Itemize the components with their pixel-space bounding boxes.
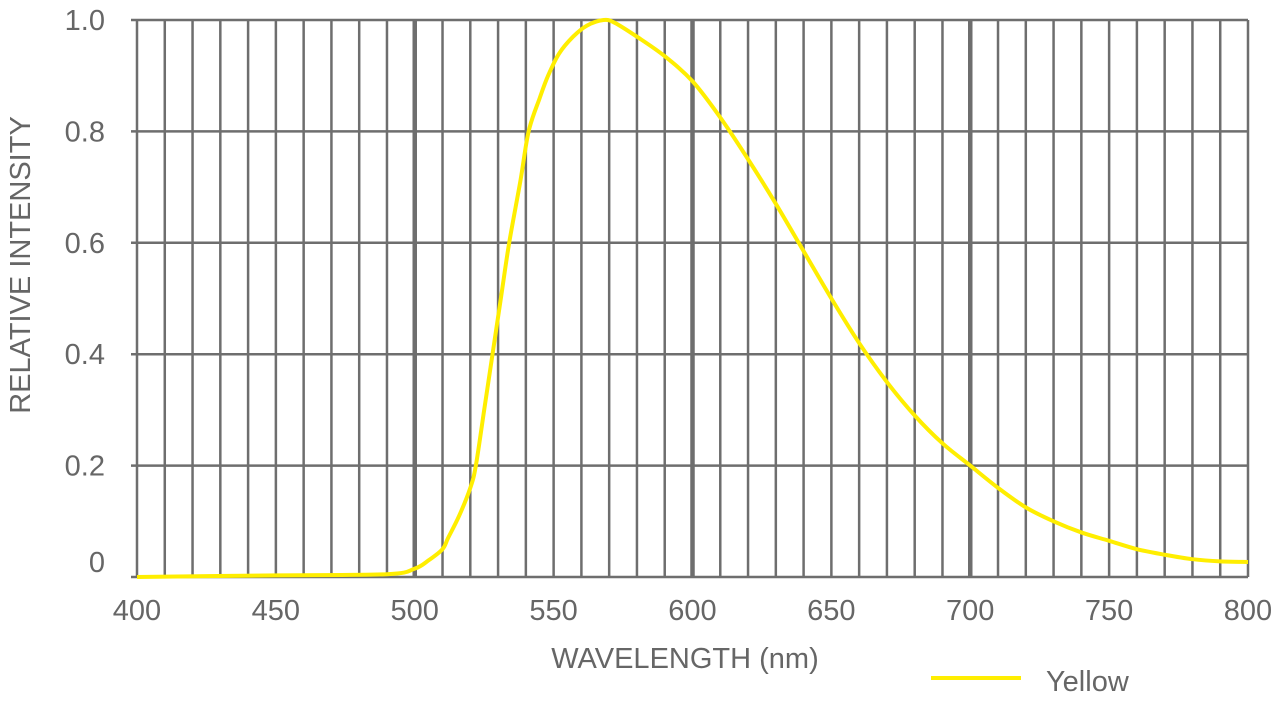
x-tick-label: 600: [668, 595, 716, 627]
legend-label-yellow: Yellow: [1046, 666, 1130, 698]
x-axis-label: WAVELENGTH (nm): [551, 643, 818, 675]
y-ticks: 0 0.2 0.4 0.6 0.8 1.0: [65, 5, 105, 579]
x-tick-label: 450: [252, 595, 300, 627]
x-tick-label: 800: [1224, 595, 1272, 627]
x-tick-label: 500: [391, 595, 439, 627]
x-tick-label: 700: [946, 595, 994, 627]
x-tick-label: 400: [113, 595, 161, 627]
y-tick-label: 0.4: [65, 339, 105, 371]
series-line-yellow: [136, 17, 1249, 579]
y-tick-label: 0.6: [65, 228, 105, 260]
x-tick-label: 550: [529, 595, 577, 627]
grid: [131, 18, 1250, 579]
y-tick-label: 1.0: [65, 5, 105, 37]
x-tick-label: 650: [807, 595, 855, 627]
y-tick-label: 0: [89, 547, 105, 579]
x-ticks: 400 450 500 550 600 650 700 750 800: [113, 595, 1272, 627]
y-tick-label: 0.8: [65, 116, 105, 148]
y-tick-label: 0.2: [65, 451, 105, 483]
x-tick-label: 750: [1085, 595, 1133, 627]
y-axis-label: RELATIVE INTENSITY: [5, 116, 37, 414]
legend: Yellow: [931, 666, 1130, 698]
